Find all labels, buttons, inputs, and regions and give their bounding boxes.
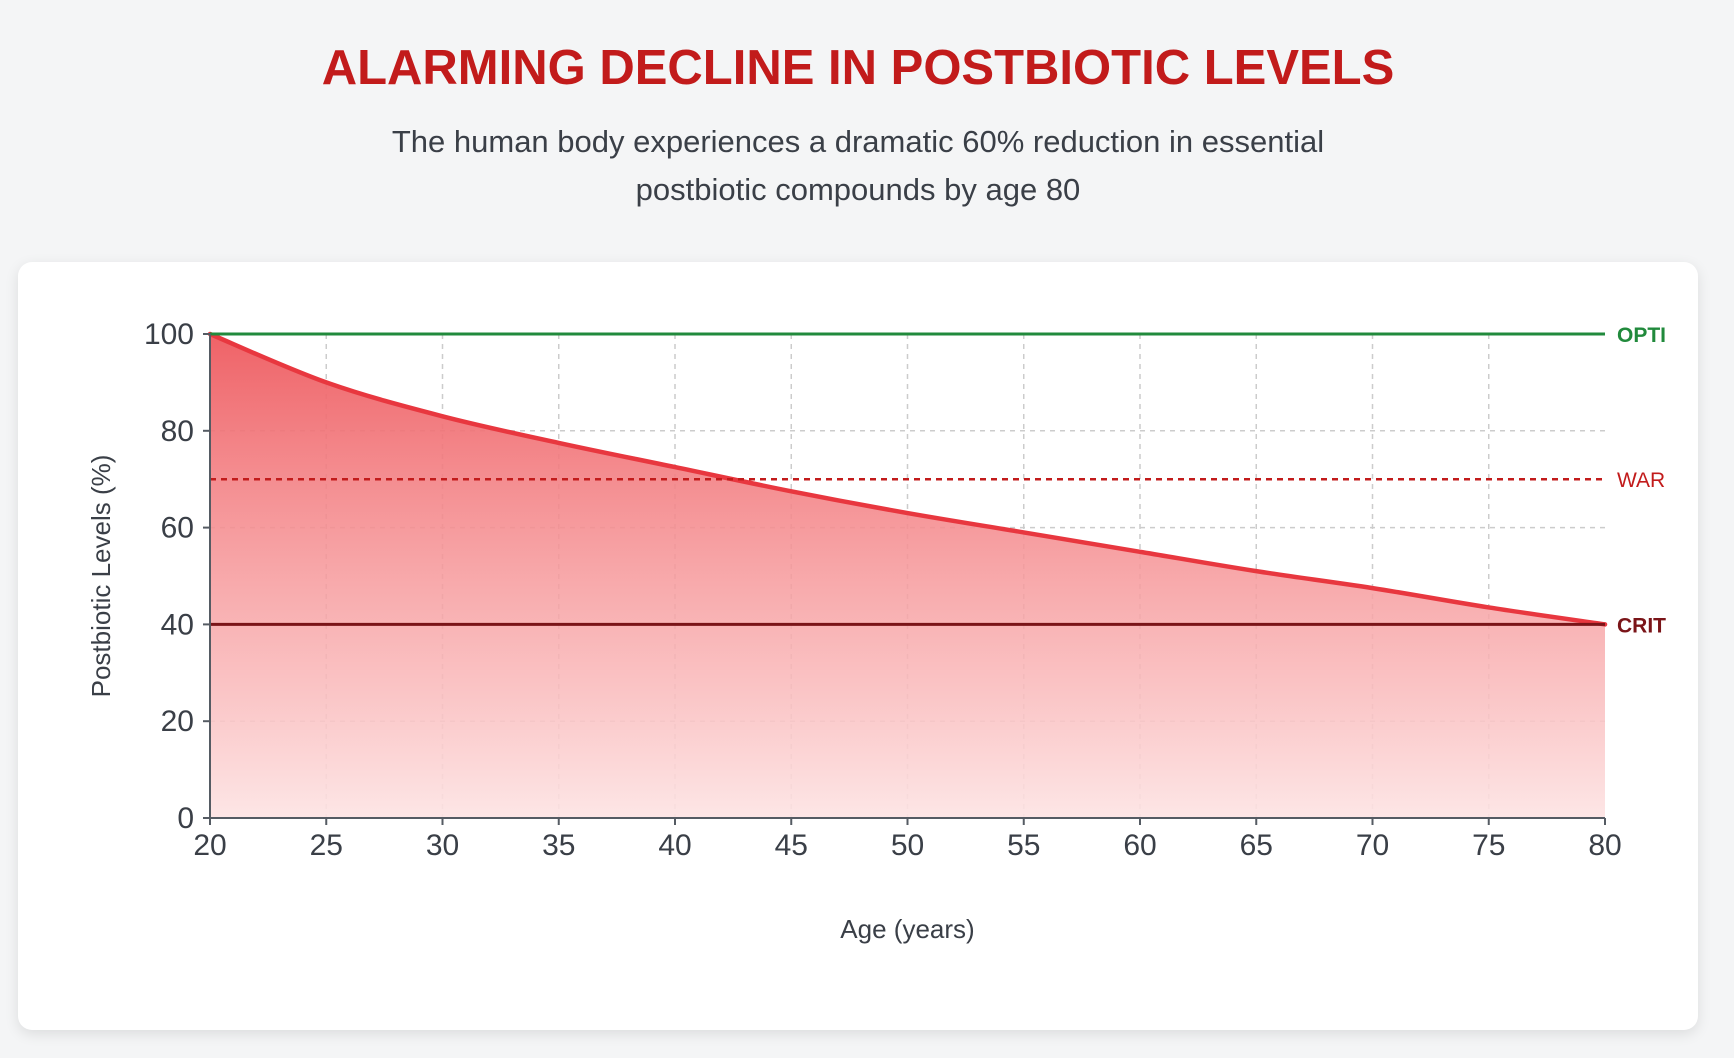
- x-tick-label-80: 80: [1588, 829, 1621, 862]
- x-axis-title: Age (years): [840, 914, 974, 944]
- y-tick-label-20: 20: [161, 705, 194, 738]
- y-axis-title: Postbiotic Levels (%): [86, 455, 116, 698]
- x-tick-label-25: 25: [310, 829, 343, 862]
- y-tick-label-80: 80: [161, 415, 194, 448]
- x-tick-label-20: 20: [193, 829, 226, 862]
- chart-card: OPTI WAR CRIT 20 25 30 35 40 45 50 55 60 65 70 75 80 0 2…: [18, 262, 1698, 1030]
- x-tick-label-35: 35: [542, 829, 575, 862]
- page-title: ALARMING DECLINE IN POSTBIOTIC LEVELS: [321, 41, 1395, 95]
- series-line: [207, 331, 1608, 627]
- series-area-fill: [210, 334, 1605, 818]
- y-tick-label-100: 100: [144, 318, 194, 351]
- x-tick-label-70: 70: [1356, 829, 1389, 862]
- x-tick-label-40: 40: [658, 829, 691, 862]
- y-tick-label-60: 60: [161, 512, 194, 545]
- reference-lines: OPTI WAR CRIT: [210, 324, 1666, 637]
- y-tick-label-0: 0: [177, 802, 194, 835]
- y-tick-label-40: 40: [161, 608, 194, 641]
- axes: [203, 333, 1606, 825]
- x-tick-label-60: 60: [1123, 829, 1156, 862]
- reference-label-war: WAR: [1617, 469, 1665, 492]
- x-tick-label-50: 50: [891, 829, 924, 862]
- page-subtitle: The human body experiences a dramatic 60…: [391, 124, 1325, 207]
- x-tick-label-45: 45: [775, 829, 808, 862]
- reference-label-opti: OPTI: [1617, 324, 1666, 347]
- x-tick-label-65: 65: [1240, 829, 1273, 862]
- reference-label-crit: CRIT: [1617, 614, 1666, 637]
- x-tick-label-75: 75: [1472, 829, 1505, 862]
- x-tick-label-55: 55: [1007, 829, 1040, 862]
- x-tick-label-30: 30: [426, 829, 459, 862]
